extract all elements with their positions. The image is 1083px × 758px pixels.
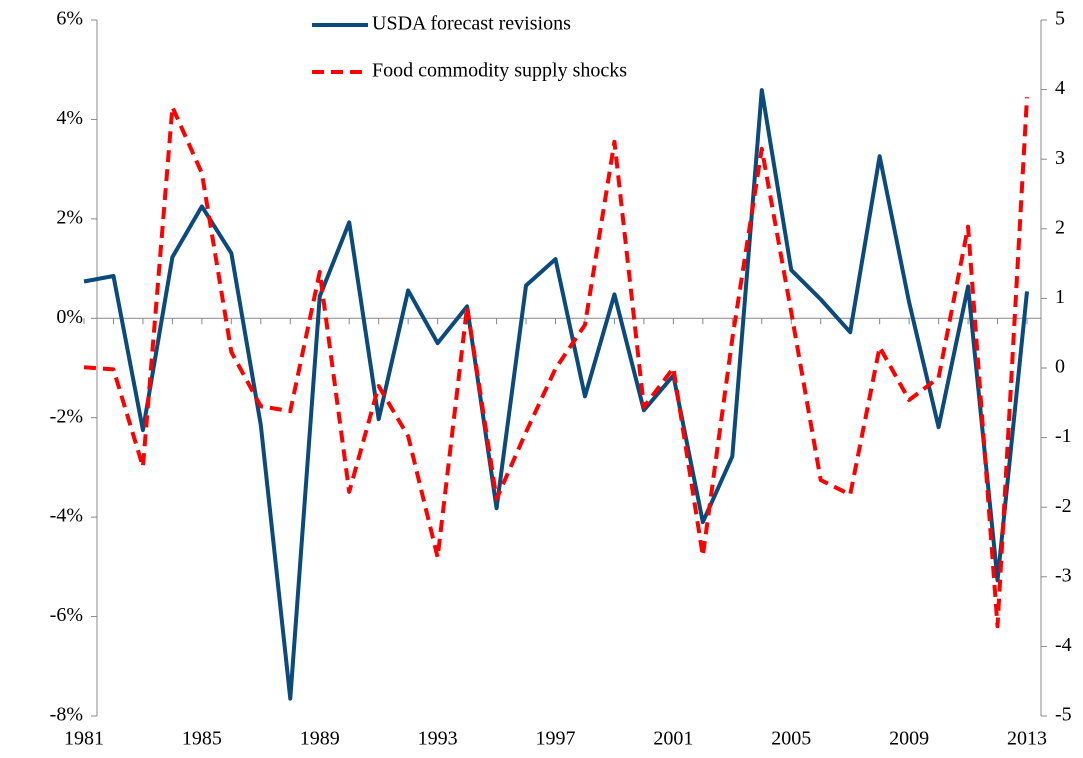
y2-tick-label: -5	[1055, 704, 1072, 726]
y2-tick-label: 5	[1055, 8, 1065, 30]
y-tick-label: -2%	[50, 405, 83, 427]
y2-tick-label: 4	[1055, 77, 1065, 99]
legend-label: Food commodity supply shocks	[372, 60, 627, 82]
y-tick-label: -8%	[50, 704, 83, 726]
y-tick-label: -4%	[50, 505, 83, 527]
y-tick-label: 6%	[56, 8, 83, 30]
x-tick-label: 1993	[418, 728, 458, 750]
x-tick-label: 2005	[771, 728, 811, 750]
x-tick-label: 2013	[1007, 728, 1047, 750]
y-tick-label: -6%	[50, 604, 83, 626]
x-tick-label: 1989	[300, 728, 340, 750]
y-tick-label: 0%	[56, 306, 83, 328]
y2-tick-label: 3	[1055, 147, 1065, 169]
x-tick-label: 2001	[653, 728, 693, 750]
y2-tick-label: 1	[1055, 286, 1065, 308]
y2-tick-label: 0	[1055, 356, 1065, 378]
y2-tick-label: -1	[1055, 425, 1072, 447]
y2-tick-label: 2	[1055, 216, 1065, 238]
y-tick-label: 4%	[56, 107, 83, 129]
x-tick-label: 1981	[64, 728, 104, 750]
series-line	[83, 88, 1029, 701]
y2-tick-label: -3	[1055, 564, 1072, 586]
x-tick-label: 1985	[182, 728, 222, 750]
x-tick-label: 2009	[889, 728, 929, 750]
series-line	[83, 97, 1029, 629]
y-tick-label: 2%	[56, 206, 83, 228]
y2-tick-label: -4	[1055, 634, 1072, 656]
y2-tick-label: -2	[1055, 495, 1072, 517]
legend-label: USDA forecast revisions	[372, 13, 571, 35]
x-tick-label: 1997	[536, 728, 576, 750]
